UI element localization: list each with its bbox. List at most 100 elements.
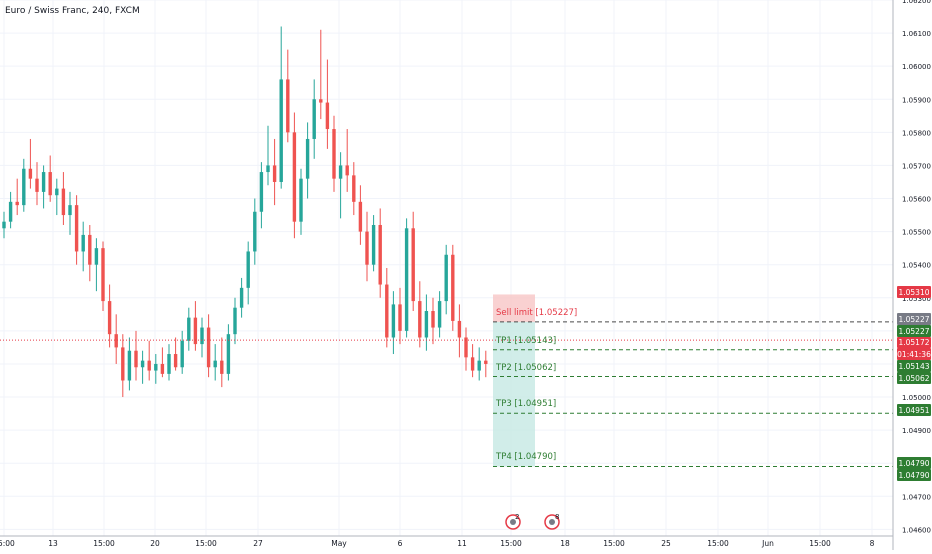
candle — [464, 327, 468, 371]
candle — [193, 301, 198, 351]
candle — [160, 347, 165, 378]
tp3-label: TP3 [1.04951] — [495, 399, 556, 409]
y-tick-label: 1.05400 — [902, 262, 931, 270]
candle — [101, 241, 105, 312]
take-profit-zone[interactable] — [493, 321, 535, 467]
candle — [266, 125, 270, 186]
candle — [173, 337, 178, 371]
candle — [299, 168, 303, 235]
candle-body — [424, 311, 429, 338]
candle — [206, 314, 211, 378]
x-tick-label: 15:00 — [500, 539, 522, 548]
x-tick-label: 25 — [661, 539, 671, 548]
candle — [332, 115, 336, 192]
y-tick-label: 1.05700 — [902, 162, 931, 170]
candle-body — [239, 287, 244, 308]
candle — [312, 79, 316, 159]
badge-bg — [897, 469, 931, 481]
candle-body — [55, 188, 59, 196]
tp4-label: TP4 [1.04790] — [495, 452, 556, 462]
candle — [213, 344, 217, 381]
candle — [338, 152, 343, 219]
y-tick-label: 1.05500 — [902, 229, 931, 237]
candle — [180, 330, 184, 374]
candle — [345, 129, 349, 192]
candle — [451, 244, 455, 331]
candle-body — [470, 357, 475, 371]
candle-body — [451, 254, 455, 321]
candle — [292, 112, 297, 239]
candle — [444, 244, 448, 315]
badge-bg — [897, 372, 931, 384]
badge-bg — [897, 348, 931, 360]
candle — [74, 195, 79, 265]
candle-body — [206, 327, 211, 368]
y-tick-label: 1.05800 — [902, 129, 931, 137]
candle — [286, 49, 290, 143]
candle — [477, 347, 481, 381]
candle-body — [2, 221, 6, 229]
x-tick-label: Jun — [761, 539, 774, 548]
x-tick-label: 13 — [48, 539, 58, 548]
candle — [41, 165, 46, 209]
candle-body — [160, 363, 165, 374]
candle — [167, 344, 171, 381]
candle-body — [147, 360, 151, 371]
candle — [358, 185, 363, 245]
candle-body — [180, 340, 184, 368]
x-tick-label: 27 — [253, 539, 263, 548]
price-badge: 1.05062 — [897, 372, 931, 384]
event-marker-1[interactable]: 2 — [505, 513, 521, 530]
candle — [272, 138, 277, 206]
price-badge: 01:41:36 — [897, 348, 931, 360]
candle-body — [312, 99, 316, 139]
tp1-label: TP1 [1.05143] — [495, 336, 556, 346]
y-tick-label: 1.05300 — [902, 295, 931, 303]
candle-body — [88, 234, 92, 265]
candle-body — [253, 211, 257, 252]
candle-body — [187, 317, 191, 341]
x-tick-label: 15:00 — [707, 539, 729, 548]
badge-text: 1.05310 — [898, 288, 929, 297]
candle — [365, 211, 369, 282]
candle — [325, 59, 330, 149]
badge-bg — [897, 286, 931, 298]
candle-body — [246, 251, 250, 288]
candle-body — [200, 327, 204, 345]
x-tick-label: 6 — [398, 539, 403, 548]
candle — [404, 218, 409, 338]
candle-body — [437, 301, 442, 328]
candle-body — [345, 165, 349, 176]
candle-body — [74, 205, 79, 252]
candle-body — [114, 334, 118, 348]
price-badge: 1.05143 — [897, 360, 931, 372]
price-lines — [0, 321, 893, 468]
event-marker-2[interactable]: 8 — [544, 513, 560, 530]
candle-body — [279, 79, 283, 182]
candle-body — [48, 172, 52, 196]
candle — [88, 224, 92, 282]
y-tick-label: 1.04700 — [902, 493, 931, 501]
badge-bg — [897, 457, 931, 469]
candle — [55, 178, 59, 216]
candle-body — [266, 165, 270, 173]
price-badge: 1.04951 — [897, 404, 931, 416]
candle-body — [352, 175, 356, 202]
event-dot-icon — [549, 519, 555, 525]
candle-body — [457, 320, 462, 338]
candle — [147, 340, 151, 381]
badge-text: 01:41:36 — [897, 350, 931, 359]
sell-limit-label: Sell limit [1.05227] — [496, 308, 577, 318]
candle — [470, 344, 475, 378]
price-badge: 1.04790 — [897, 457, 931, 469]
badge-text: 1.04790 — [898, 459, 929, 468]
stop-loss-zone[interactable] — [493, 294, 535, 322]
candle-body — [107, 301, 112, 335]
y-tick-label: 1.04900 — [902, 427, 931, 435]
candle-body — [319, 99, 323, 103]
y-tick-label: 1.06100 — [902, 30, 931, 38]
candle — [424, 294, 429, 351]
chart-title: Euro / Swiss Franc, 240, FXCM — [5, 6, 140, 16]
